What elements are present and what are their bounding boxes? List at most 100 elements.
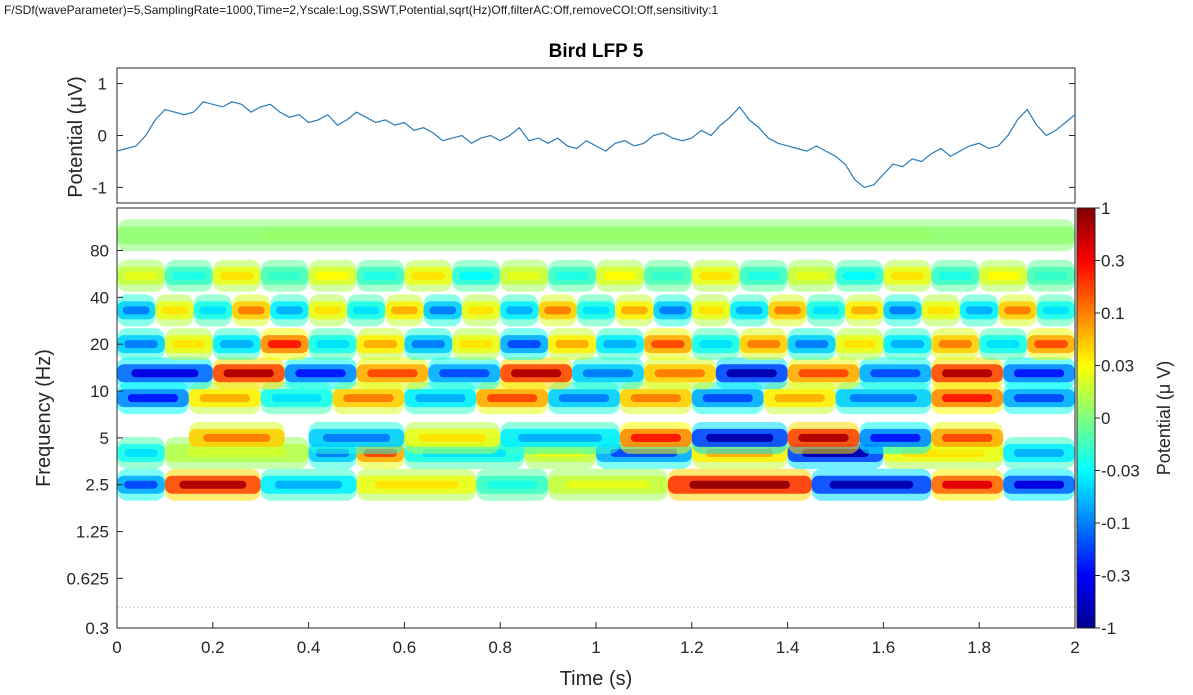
heatmap-cell	[124, 480, 158, 489]
heatmap-cell	[746, 340, 781, 349]
heatmap-cell	[829, 480, 914, 489]
heatmap-cell	[223, 369, 274, 378]
frequency-ticks: 0.3 0.625 1.25 2.5 5 10 20 40 80	[66, 241, 123, 638]
heatmap-cell	[938, 271, 973, 280]
heatmap-cell	[295, 369, 346, 378]
time-tick-label: 0.2	[201, 638, 225, 657]
colorbar-tick-label: 0.03	[1101, 357, 1134, 376]
heatmap-cell	[582, 369, 634, 378]
heatmap-cell	[697, 306, 725, 315]
heatmap-cell	[314, 306, 342, 315]
heatmap-cell	[459, 340, 494, 349]
frequency-tick-label: 40	[90, 288, 109, 307]
signal-y-axis-label: Potential (μV)	[65, 76, 87, 198]
heatmap-cell	[698, 340, 733, 349]
heatmap-cell	[237, 306, 265, 315]
time-tick-label: 2	[1070, 638, 1079, 657]
heatmap-cell	[1013, 480, 1065, 489]
heatmap-cell	[315, 271, 350, 280]
time-tick-label: 1.4	[776, 638, 800, 657]
heatmap-cell	[131, 369, 199, 378]
heatmap-cell	[415, 394, 466, 403]
heatmap-cell	[842, 340, 877, 349]
time-tick-label: 0	[112, 638, 121, 657]
heatmap-cell	[942, 480, 993, 489]
frequency-tick-label: 1.25	[76, 523, 109, 542]
heatmap-cell	[374, 480, 459, 489]
heatmap-cell	[927, 306, 955, 315]
heatmap-cell	[890, 340, 925, 349]
heatmap-cell	[518, 433, 602, 442]
heatmap-cell	[203, 433, 271, 442]
colorbar-tick-label: 0	[1101, 409, 1110, 428]
heatmap-cell	[603, 271, 637, 280]
heatmap-cell	[689, 480, 790, 489]
heatmap-cell	[271, 394, 322, 403]
heatmap-cell	[459, 271, 494, 280]
colorbar-label: Potential (μ V)	[1154, 361, 1174, 475]
colorbar-tick-label: -0.1	[1101, 514, 1130, 533]
heatmap-cell	[774, 394, 825, 403]
heatmap-cell	[429, 306, 457, 315]
signal-panel: Bird LFP 5 1 0 -1 Potential (μV)	[65, 41, 1076, 204]
heatmap-cell	[566, 480, 650, 489]
time-axis-label: Time (s)	[560, 668, 633, 690]
time-tick-label: 1.6	[872, 638, 896, 657]
frequency-tick-label: 0.625	[66, 569, 109, 588]
heatmap-cell	[706, 433, 774, 442]
time-ticks: 0 0.2 0.4 0.6 0.8 1 1.2 1.4 1.6 1.8 2	[112, 622, 1080, 657]
time-tick-label: 0.6	[393, 638, 417, 657]
heatmap-cell	[363, 271, 398, 280]
frequency-axis-label: Frequency (Hz)	[33, 349, 55, 487]
chart-title: Bird LFP 5	[549, 41, 644, 62]
heatmap-cell	[889, 306, 916, 315]
frequency-tick-label: 0.3	[85, 619, 109, 638]
heatmap-cell	[1013, 448, 1065, 457]
colorbar-tick-label: -0.3	[1101, 567, 1130, 586]
heatmap-cell	[363, 340, 398, 349]
heatmap-cell	[544, 306, 572, 315]
frequency-tick-label: 80	[90, 241, 109, 260]
heatmap-cell	[555, 340, 589, 349]
heatmap-cell	[558, 394, 610, 403]
heatmap-cell	[411, 271, 446, 280]
heatmap-cell	[1034, 271, 1068, 280]
heatmap-cell	[942, 433, 993, 442]
heatmap-cell	[1042, 306, 1070, 315]
heatmap-cell	[938, 340, 973, 349]
heatmap-cell	[849, 394, 917, 403]
heatmap-cell	[630, 433, 682, 442]
heatmap-cell	[367, 369, 418, 378]
heatmap-cell	[850, 306, 878, 315]
signal-y-tick-label: -1	[92, 178, 107, 197]
signal-y-tick-label: 1	[98, 75, 107, 94]
time-tick-label: 1.2	[680, 638, 704, 657]
heatmap-cell	[124, 271, 158, 280]
heatmap-cell	[487, 480, 538, 489]
heatmap-cell	[735, 306, 763, 315]
heatmap-cell	[942, 369, 993, 378]
heatmap-cell	[127, 394, 179, 403]
heatmap-cell	[418, 433, 486, 442]
heatmap-cell	[651, 340, 685, 349]
heatmap-cell	[343, 394, 394, 403]
heatmap-cell	[390, 306, 418, 315]
heatmap-cell	[467, 306, 495, 315]
spectrogram-heatmap	[117, 219, 1075, 501]
heatmap-cell	[507, 340, 541, 349]
heatmap-cell	[487, 394, 538, 403]
heatmap-cell	[267, 340, 302, 349]
heatmap-cell	[122, 306, 150, 315]
heatmap-cell	[199, 306, 227, 315]
heatmap-cell	[260, 231, 932, 240]
heatmap-cell	[965, 306, 993, 315]
time-tick-label: 0.8	[488, 638, 512, 657]
heatmap-cell	[352, 306, 380, 315]
heatmap-cell	[219, 271, 254, 280]
heatmap-cell	[219, 340, 254, 349]
colorbar-tick-label: 0.1	[1101, 304, 1125, 323]
heatmap-cell	[746, 271, 781, 280]
heatmap-cell	[267, 271, 302, 280]
time-tick-label: 1.8	[967, 638, 991, 657]
time-tick-label: 1	[591, 638, 600, 657]
